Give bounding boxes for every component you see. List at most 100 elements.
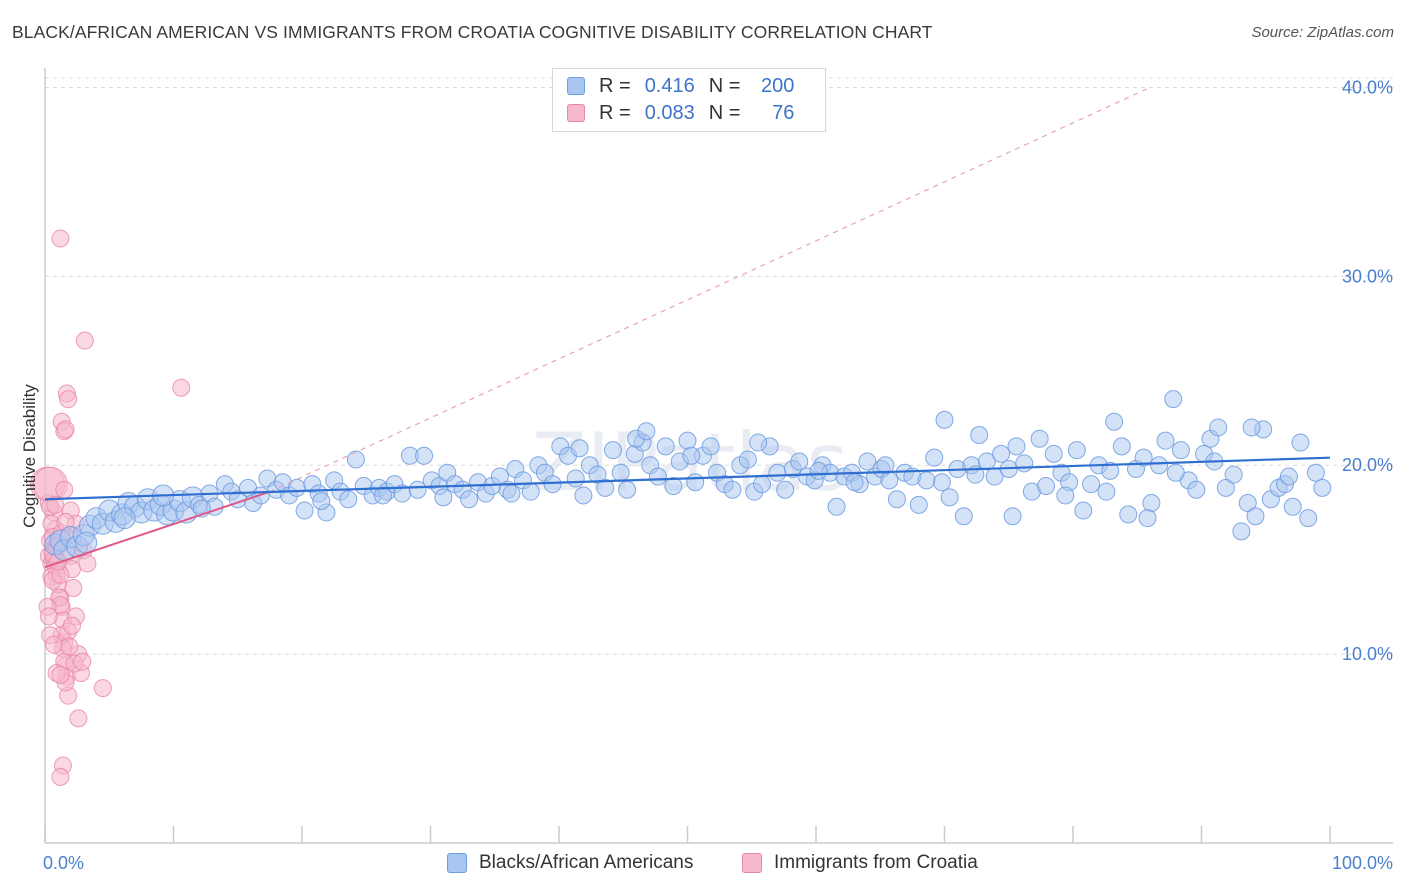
data-point-blacks bbox=[686, 473, 705, 492]
r-value: 0.083 bbox=[644, 101, 695, 124]
data-point-blacks bbox=[596, 478, 615, 497]
data-point-blacks bbox=[977, 452, 996, 471]
data-point-blacks bbox=[408, 480, 427, 499]
legend-item-croatia[interactable]: Immigrants from Croatia bbox=[742, 852, 978, 874]
data-point-blacks bbox=[570, 439, 589, 458]
n-label: N = bbox=[708, 74, 741, 97]
data-point-blacks bbox=[1291, 433, 1310, 452]
data-point-blacks bbox=[925, 448, 944, 467]
data-point-croatia bbox=[46, 495, 65, 514]
data-point-blacks bbox=[339, 490, 358, 509]
data-point-blacks bbox=[966, 465, 985, 484]
x-tick-label: 100.0% bbox=[1332, 853, 1393, 873]
data-point-blacks bbox=[935, 410, 954, 429]
data-point-blacks bbox=[1171, 441, 1190, 460]
data-point-blacks bbox=[880, 471, 899, 490]
trend-lines bbox=[44, 86, 1331, 569]
tick-labels: 10.0% 20.0% 30.0% 40.0% 0.0% 100.0% bbox=[43, 77, 1393, 873]
data-point-blacks bbox=[909, 495, 928, 514]
trend-line-blacks bbox=[44, 456, 1331, 501]
data-point-blacks bbox=[295, 501, 314, 520]
data-point-blacks bbox=[970, 426, 989, 444]
data-point-blacks bbox=[1187, 480, 1206, 499]
data-point-blacks bbox=[460, 490, 479, 509]
data-point-blacks bbox=[1306, 463, 1325, 482]
data-point-croatia bbox=[78, 554, 97, 573]
data-point-croatia bbox=[44, 635, 63, 654]
stats-legend: R = 0.416 N = 200 R = 0.083 N = 76 bbox=[552, 68, 826, 132]
legend-label: Blacks/African Americans bbox=[479, 852, 694, 873]
trend-line-croatia bbox=[44, 490, 271, 569]
n-value: 200 bbox=[761, 74, 795, 97]
y-tick-label: 40.0% bbox=[1342, 77, 1393, 97]
data-point-blacks bbox=[776, 480, 795, 499]
data-point-blacks bbox=[1101, 461, 1120, 480]
r-value: 0.416 bbox=[644, 74, 695, 97]
data-point-croatia bbox=[75, 331, 94, 350]
data-point-croatia bbox=[73, 652, 92, 671]
data-point-blacks bbox=[618, 480, 637, 499]
legend-swatch-pink bbox=[742, 853, 762, 873]
data-point-blacks bbox=[753, 475, 772, 494]
data-point-blacks bbox=[701, 437, 720, 456]
data-point-blacks bbox=[1242, 418, 1261, 437]
data-point-blacks bbox=[656, 437, 675, 456]
data-point-blacks bbox=[1105, 412, 1124, 431]
y-tick-label: 10.0% bbox=[1342, 644, 1393, 664]
chart-source: Source: ZipAtlas.com bbox=[1251, 24, 1394, 41]
data-point-blacks bbox=[1081, 475, 1100, 494]
data-point-blacks bbox=[1313, 478, 1332, 497]
data-point-blacks bbox=[1097, 482, 1116, 501]
data-point-blacks bbox=[1074, 501, 1093, 520]
data-point-blacks bbox=[682, 446, 701, 465]
y-tick-label: 20.0% bbox=[1342, 455, 1393, 475]
n-value: 76 bbox=[772, 101, 795, 124]
data-point-blacks bbox=[1015, 454, 1034, 473]
data-point-blacks bbox=[1044, 444, 1063, 463]
data-point-blacks bbox=[845, 473, 864, 492]
data-point-croatia bbox=[69, 709, 88, 728]
data-point-blacks bbox=[1238, 494, 1257, 512]
data-point-blacks bbox=[1067, 441, 1086, 460]
data-point-blacks bbox=[790, 452, 809, 471]
data-point-blacks bbox=[1209, 418, 1228, 437]
data-point-blacks bbox=[827, 497, 846, 516]
data-point-blacks bbox=[1030, 429, 1049, 448]
data-point-blacks bbox=[1246, 507, 1265, 526]
data-point-blacks bbox=[603, 441, 622, 460]
data-point-blacks bbox=[611, 463, 630, 482]
data-point-blacks bbox=[954, 507, 973, 526]
data-point-blacks bbox=[1232, 522, 1251, 541]
data-point-blacks bbox=[887, 490, 906, 509]
data-point-croatia bbox=[51, 665, 70, 684]
x-tick-label: 0.0% bbox=[43, 853, 84, 873]
r-label: R = bbox=[599, 74, 631, 97]
legend-label: Immigrants from Croatia bbox=[774, 852, 978, 873]
data-point-blacks bbox=[664, 477, 683, 495]
legend-item-blacks[interactable]: Blacks/African Americans bbox=[447, 852, 693, 874]
data-point-blacks bbox=[723, 480, 742, 499]
data-point-croatia bbox=[60, 637, 79, 656]
r-label: R = bbox=[599, 101, 631, 124]
data-point-croatia bbox=[55, 480, 74, 499]
stats-row-blacks: R = 0.416 N = 200 bbox=[567, 73, 794, 99]
data-point-blacks bbox=[678, 431, 697, 450]
data-point-blacks bbox=[373, 486, 392, 505]
series-legend: Blacks/African Americans Immigrants from… bbox=[0, 852, 1406, 878]
data-point-blacks bbox=[1142, 494, 1161, 512]
data-point-blacks bbox=[543, 475, 562, 494]
data-point-blacks bbox=[648, 467, 667, 486]
data-point-blacks bbox=[1138, 509, 1157, 528]
data-point-blacks bbox=[574, 486, 593, 505]
data-point-blacks bbox=[1150, 456, 1169, 475]
data-point-blacks bbox=[588, 465, 607, 484]
data-point-blacks bbox=[312, 492, 331, 511]
data-point-blacks bbox=[809, 461, 828, 480]
data-point-blacks bbox=[1112, 437, 1131, 456]
data-point-blacks bbox=[738, 450, 757, 469]
data-point-blacks bbox=[1224, 465, 1243, 484]
data-point-croatia bbox=[59, 390, 78, 409]
data-point-croatia bbox=[172, 378, 191, 397]
data-point-blacks bbox=[1279, 467, 1298, 486]
